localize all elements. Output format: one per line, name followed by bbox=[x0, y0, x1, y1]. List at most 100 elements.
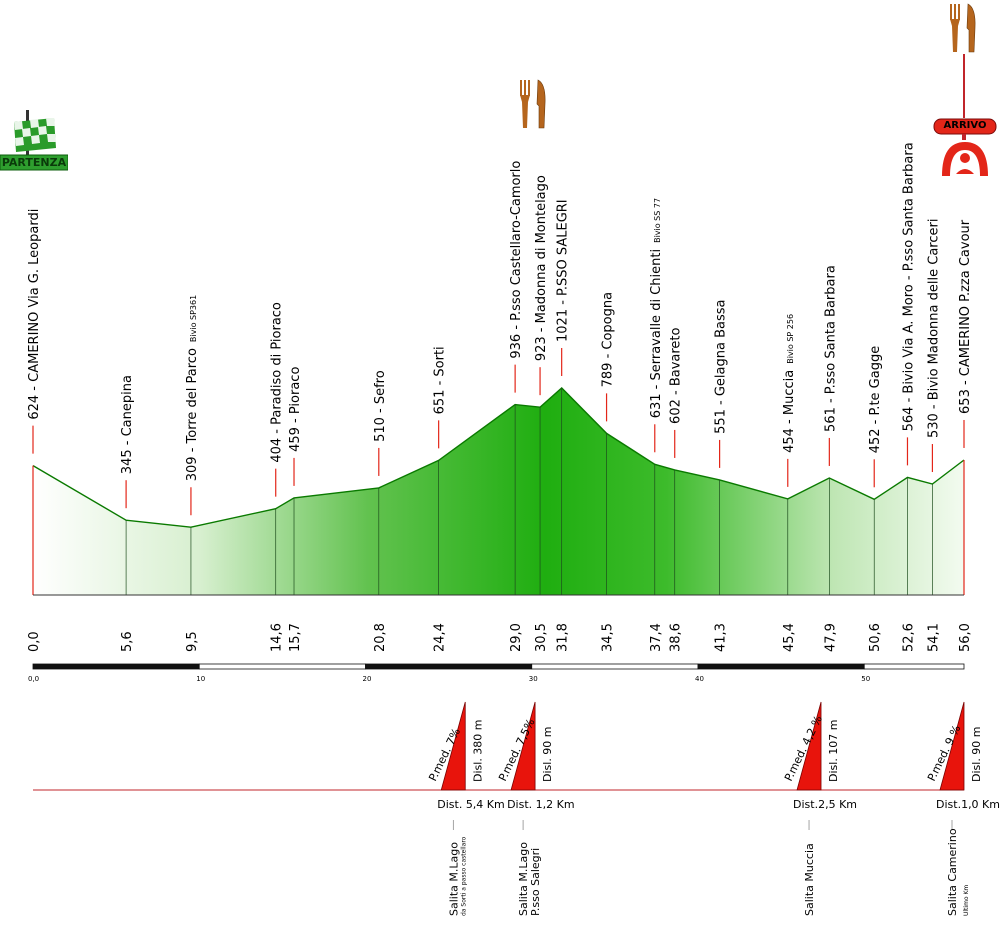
climb-name: Salita Muccia bbox=[803, 843, 816, 916]
profile-outline bbox=[32, 387, 965, 528]
location-label: 551 - Gelagna Bassa bbox=[714, 300, 729, 434]
location-text: 309 - Torre del Parco bbox=[185, 348, 200, 481]
km-label: 24,4 bbox=[433, 623, 448, 652]
km-label: 14,6 bbox=[270, 623, 285, 652]
climb-triangle bbox=[510, 701, 536, 791]
km-label: 15,7 bbox=[288, 623, 303, 652]
scale-tick-label: 30 bbox=[529, 675, 538, 683]
km-label: 41,3 bbox=[714, 623, 729, 652]
km-label: 30,5 bbox=[534, 623, 549, 652]
climb-name: Salita Camerino bbox=[946, 828, 959, 916]
location-text: 1021 - P.SSO SALEGRI bbox=[556, 199, 571, 342]
finish-arch-icon bbox=[933, 118, 997, 176]
location-text: 510 - Sefro bbox=[373, 370, 388, 442]
scale-segment bbox=[198, 663, 366, 670]
climb-elevation-gain: Disl. 107 m bbox=[827, 719, 840, 782]
location-text: 923 - Madonna di Montelago bbox=[534, 175, 549, 361]
fork-tine bbox=[954, 4, 956, 20]
location-label: 454 - Muccia Bivio SP 256 bbox=[782, 314, 797, 453]
km-label: 56,0 bbox=[958, 623, 973, 652]
location-label: 1021 - P.SSO SALEGRI bbox=[556, 199, 571, 342]
location-note: Bivio SS 77 bbox=[653, 198, 662, 243]
climb-elevation-gain: Disl. 380 m bbox=[471, 719, 484, 782]
location-label: 309 - Torre del Parco Bivio SP361 bbox=[185, 295, 200, 481]
fork-tine bbox=[950, 4, 952, 20]
profile-area bbox=[33, 388, 964, 595]
start-label: PARTENZA bbox=[1, 156, 67, 169]
location-text: 653 - CAMERINO P.zza Cavour bbox=[958, 219, 973, 414]
climb-distance: Dist. 5,4 Km bbox=[437, 798, 504, 811]
location-note: Bivio SP361 bbox=[189, 295, 198, 342]
climb-elevation-gain: Disl. 90 m bbox=[541, 726, 554, 782]
location-text: 345 - Canepina bbox=[120, 375, 135, 474]
km-label: 0,0 bbox=[27, 631, 42, 652]
location-label: 631 - Serravalle di Chienti Bivio SS 77 bbox=[649, 198, 664, 418]
location-label: 345 - Canepina bbox=[120, 375, 135, 474]
location-text: 631 - Serravalle di Chienti bbox=[649, 249, 664, 418]
km-label: 52,6 bbox=[901, 623, 916, 652]
climb-name: Salita M.Lago bbox=[447, 842, 460, 916]
knife-blade bbox=[536, 79, 546, 129]
fork-knife-icon bbox=[950, 3, 976, 53]
location-text: 936 - P.sso Castellaro-Camorlo bbox=[509, 161, 524, 359]
location-label: 653 - CAMERINO P.zza Cavour bbox=[958, 219, 973, 414]
climb-subname: P.sso Salegri bbox=[529, 848, 542, 916]
scale-tick-label: 40 bbox=[695, 675, 704, 683]
km-label: 20,8 bbox=[373, 623, 388, 652]
location-label: 459 - Pioraco bbox=[288, 367, 303, 452]
km-label: 31,8 bbox=[556, 623, 571, 652]
location-label: 452 - P.te Gagge bbox=[868, 346, 883, 454]
scale-segment bbox=[32, 663, 200, 670]
fork-handle bbox=[950, 19, 960, 52]
climb-subname: da Sorti a passo castellaro bbox=[460, 836, 467, 916]
checkered-flag-icon bbox=[0, 110, 69, 171]
climb-triangle bbox=[939, 701, 965, 791]
location-text: 551 - Gelagna Bassa bbox=[714, 300, 729, 434]
fork-tine bbox=[524, 80, 526, 96]
fork-tine bbox=[528, 80, 530, 96]
climb-distance: Dist.2,5 Km bbox=[793, 798, 857, 811]
scale-segment bbox=[697, 663, 865, 670]
location-note: Bivio SP 256 bbox=[786, 314, 795, 364]
location-label: 789 - Copogna bbox=[601, 292, 616, 387]
km-label: 5,6 bbox=[120, 631, 135, 652]
climb-triangle bbox=[796, 701, 822, 791]
climb-triangle bbox=[440, 701, 466, 791]
scale-tick-label: 0,0 bbox=[28, 675, 39, 683]
km-label: 29,0 bbox=[509, 623, 524, 652]
location-text: 651 - Sorti bbox=[433, 346, 448, 414]
km-label: 47,9 bbox=[823, 623, 838, 652]
finish-badge: ARRIVO bbox=[930, 54, 1000, 188]
scale-segment bbox=[531, 663, 699, 670]
location-label: 530 - Bivio Madonna delle Carceri bbox=[926, 219, 941, 438]
location-text: 789 - Copogna bbox=[601, 292, 616, 387]
location-label: 602 - Bavareto bbox=[669, 327, 684, 423]
location-label: 651 - Sorti bbox=[433, 346, 448, 414]
location-text: 561 - P.sso Santa Barbara bbox=[823, 265, 838, 432]
location-label: 923 - Madonna di Montelago bbox=[534, 175, 549, 361]
location-label: 561 - P.sso Santa Barbara bbox=[823, 265, 838, 432]
location-label: 404 - Paradiso di Pioraco bbox=[270, 302, 285, 463]
location-label: 510 - Sefro bbox=[373, 370, 388, 442]
location-text: 454 - Muccia bbox=[782, 370, 797, 453]
km-label: 45,4 bbox=[782, 623, 797, 652]
start-badge: PARTENZA bbox=[0, 108, 69, 172]
scale-segment bbox=[863, 663, 965, 670]
scale-tick-label: 50 bbox=[861, 675, 870, 683]
location-text: 602 - Bavareto bbox=[669, 327, 684, 423]
location-text: 452 - P.te Gagge bbox=[868, 346, 883, 454]
km-label: 37,4 bbox=[649, 623, 664, 652]
fork-tine bbox=[520, 80, 522, 96]
scale-segment bbox=[365, 663, 533, 670]
fork-knife-icon bbox=[520, 79, 546, 129]
scale-tick-label: 20 bbox=[363, 675, 372, 683]
fork-handle bbox=[520, 95, 530, 128]
km-label: 54,1 bbox=[926, 623, 941, 652]
finish-label: ARRIVO bbox=[943, 120, 987, 131]
location-text: 530 - Bivio Madonna delle Carceri bbox=[926, 219, 941, 438]
climb-name: Salita M.Lago bbox=[517, 842, 530, 916]
location-text: 404 - Paradiso di Pioraco bbox=[270, 302, 285, 463]
climb-subname: Ultimo Km bbox=[963, 885, 970, 916]
